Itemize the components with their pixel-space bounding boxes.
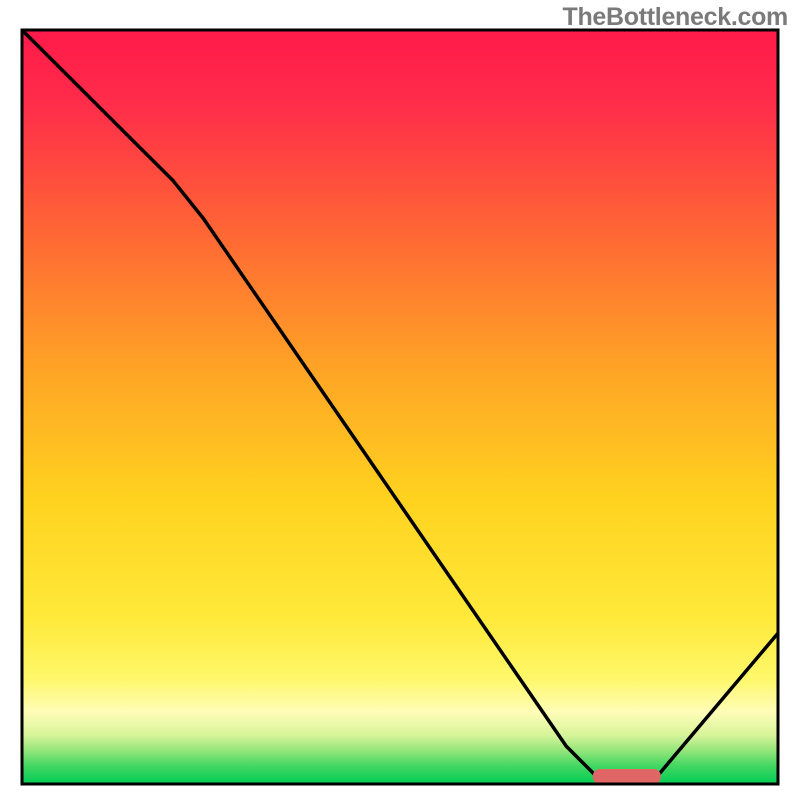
bottleneck-chart bbox=[0, 0, 800, 800]
chart-container: TheBottleneck.com bbox=[0, 0, 800, 800]
optimal-range-marker bbox=[593, 769, 661, 784]
watermark-text: TheBottleneck.com bbox=[562, 3, 788, 32]
